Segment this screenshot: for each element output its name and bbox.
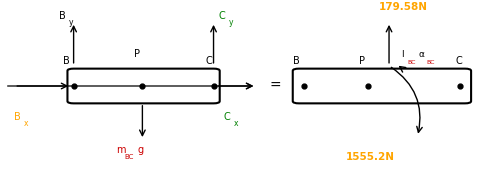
Text: B: B [293, 56, 300, 66]
Text: C: C [456, 56, 463, 66]
Text: B: B [60, 10, 66, 21]
Text: P: P [359, 56, 364, 66]
Text: BC: BC [426, 60, 435, 65]
Text: B: B [15, 112, 21, 122]
Text: =: = [270, 79, 281, 93]
Text: 179.58N: 179.58N [379, 2, 428, 12]
Text: 1555.2N: 1555.2N [346, 152, 394, 162]
Text: y: y [69, 18, 74, 27]
Text: BC: BC [124, 154, 133, 160]
Text: y: y [229, 18, 233, 27]
Text: C: C [218, 10, 225, 21]
Text: m: m [116, 145, 126, 155]
Text: C: C [205, 56, 212, 66]
Text: P: P [134, 49, 140, 59]
Text: I: I [401, 50, 404, 59]
Text: g: g [137, 145, 144, 155]
FancyBboxPatch shape [67, 69, 220, 103]
Text: x: x [24, 120, 28, 128]
Text: x: x [233, 120, 238, 128]
Text: BC: BC [407, 60, 416, 65]
Text: α: α [419, 50, 425, 59]
Text: B: B [63, 56, 70, 66]
FancyBboxPatch shape [293, 69, 471, 103]
Text: C: C [223, 112, 230, 122]
